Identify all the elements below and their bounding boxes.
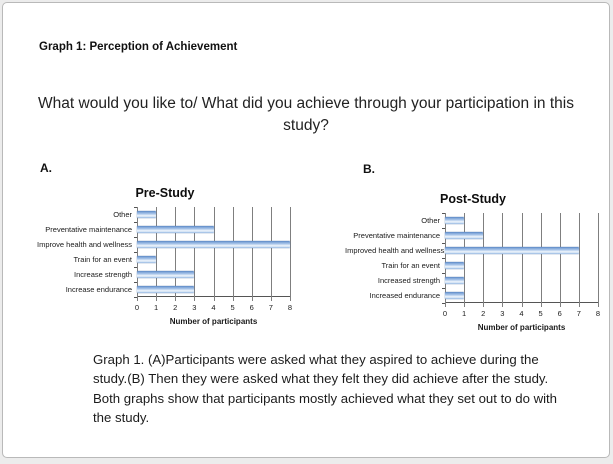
y-axis-tick: [442, 273, 445, 274]
category-label: Increased endurance: [369, 291, 440, 300]
plot-area: [134, 207, 291, 301]
gridline: [502, 213, 504, 307]
x-tick-label: 4: [211, 303, 216, 312]
chart-body: Other Preventative maintenance Improved he…: [345, 213, 601, 332]
bar-increase-strength: [137, 271, 195, 278]
chart-title-pre-study: Pre-Study: [135, 186, 195, 200]
y-axis-tick: [134, 297, 137, 298]
category-label: Improved health and wellness: [345, 246, 445, 255]
category-axis-labels: Other Preventative maintenance Improved he…: [345, 213, 445, 332]
category-label: Preventative maintenance: [45, 225, 132, 234]
bar-increased-endurance: [445, 292, 465, 299]
bar-train-for-an-event: [137, 256, 157, 263]
bar-other: [137, 211, 157, 218]
y-axis-tick: [442, 258, 445, 259]
gridline: [175, 207, 177, 301]
category-label: Train for an event: [381, 261, 440, 270]
x-axis-title: Number of participants: [169, 317, 258, 326]
category-label: Other: [113, 210, 132, 219]
category-label: Increase strength: [74, 270, 132, 279]
post-study-chart: Post-Study Other Preventative maintenance…: [345, 192, 601, 332]
bar-preventative-maintenance: [137, 226, 214, 233]
category-label: Preventative maintenance: [353, 231, 440, 240]
gridline: [156, 207, 158, 301]
bar-improved-health-and-wellness: [445, 247, 579, 254]
survey-question: What would you like to/ What did you ach…: [3, 93, 609, 138]
survey-question-text: What would you like to/ What did you ach…: [38, 95, 574, 135]
category-axis-labels: Other Preventative maintenance Improve hea…: [37, 207, 137, 326]
bar-other: [445, 217, 465, 224]
x-tick-label: 0: [442, 309, 448, 318]
panel-b-label: B.: [363, 162, 375, 176]
plot-area-wrap: 0 1 2 3 4 5 6 7 8 Number of participants: [442, 213, 601, 332]
x-tick-label: 3: [192, 303, 197, 312]
pre-study-chart: Pre-Study Other Preventative maintenance I…: [37, 186, 293, 326]
x-tick-label: 7: [268, 303, 273, 312]
x-tick-label: 6: [249, 303, 254, 312]
x-axis-tick-labels: 0 1 2 3 4 5 6 7 8: [134, 303, 293, 313]
x-axis-title: Number of participants: [477, 323, 566, 332]
gridline: [578, 213, 580, 307]
y-axis-tick: [134, 237, 137, 238]
gridline: [483, 213, 485, 307]
y-axis-tick: [134, 252, 137, 253]
x-tick-label: 3: [500, 309, 505, 318]
gridline: [521, 213, 523, 307]
document-page: Graph 1: Perception of Achievement What …: [2, 2, 610, 458]
y-axis-tick: [134, 282, 137, 283]
figure-caption: Graph 1. (A)Participants were asked what…: [93, 352, 558, 425]
x-tick-label: 7: [576, 309, 581, 318]
x-axis-tick-labels: 0 1 2 3 4 5 6 7 8: [442, 309, 601, 319]
gridline: [137, 207, 138, 301]
category-label: Improve health and wellness: [37, 240, 133, 249]
x-tick-label: 5: [538, 309, 543, 318]
gridline: [464, 213, 466, 307]
y-axis-tick: [442, 303, 445, 304]
y-axis-tick: [442, 243, 445, 244]
gridline: [540, 213, 542, 307]
x-tick-label: 1: [154, 303, 159, 312]
graph-heading: Graph 1: Perception of Achievement: [39, 41, 238, 53]
x-tick-label: 2: [481, 309, 486, 318]
bar-increase-endurance: [137, 286, 195, 293]
gridline: [598, 213, 599, 307]
category-label: Increased strength: [377, 276, 440, 285]
chart-title-post-study: Post-Study: [440, 192, 506, 206]
bar-increased-strength: [445, 277, 465, 284]
gridline: [251, 207, 253, 301]
y-axis-tick: [134, 207, 137, 208]
x-tick-label: 1: [462, 309, 467, 318]
panel-a-label: A.: [40, 161, 52, 175]
x-tick-label: 4: [519, 309, 524, 318]
x-tick-label: 0: [134, 303, 140, 312]
gridline: [559, 213, 561, 307]
x-tick-label: 2: [173, 303, 178, 312]
gridline: [290, 207, 291, 301]
bar-preventative-maintenance: [445, 232, 484, 239]
category-label: Train for an event: [73, 255, 132, 264]
gridline: [270, 207, 272, 301]
y-axis-tick: [134, 222, 137, 223]
y-axis-tick: [442, 213, 445, 214]
plot-area: [442, 213, 599, 307]
category-label: Other: [421, 216, 440, 225]
bar-improve-health-and-wellness: [137, 241, 290, 248]
y-axis-tick: [442, 288, 445, 289]
x-tick-label: 5: [230, 303, 235, 312]
bar-train-for-an-event: [445, 262, 465, 269]
gridline: [194, 207, 196, 301]
y-axis-tick: [442, 228, 445, 229]
x-tick-label: 8: [287, 303, 293, 312]
x-tick-label: 8: [595, 309, 601, 318]
plot-area-wrap: 0 1 2 3 4 5 6 7 8 Number of participants: [134, 207, 293, 326]
gridline: [213, 207, 215, 301]
chart-body: Other Preventative maintenance Improve hea…: [37, 207, 293, 326]
gridline: [445, 213, 446, 307]
x-tick-label: 6: [557, 309, 562, 318]
y-axis-tick: [134, 267, 137, 268]
gridline: [232, 207, 234, 301]
category-label: Increase endurance: [65, 285, 132, 294]
